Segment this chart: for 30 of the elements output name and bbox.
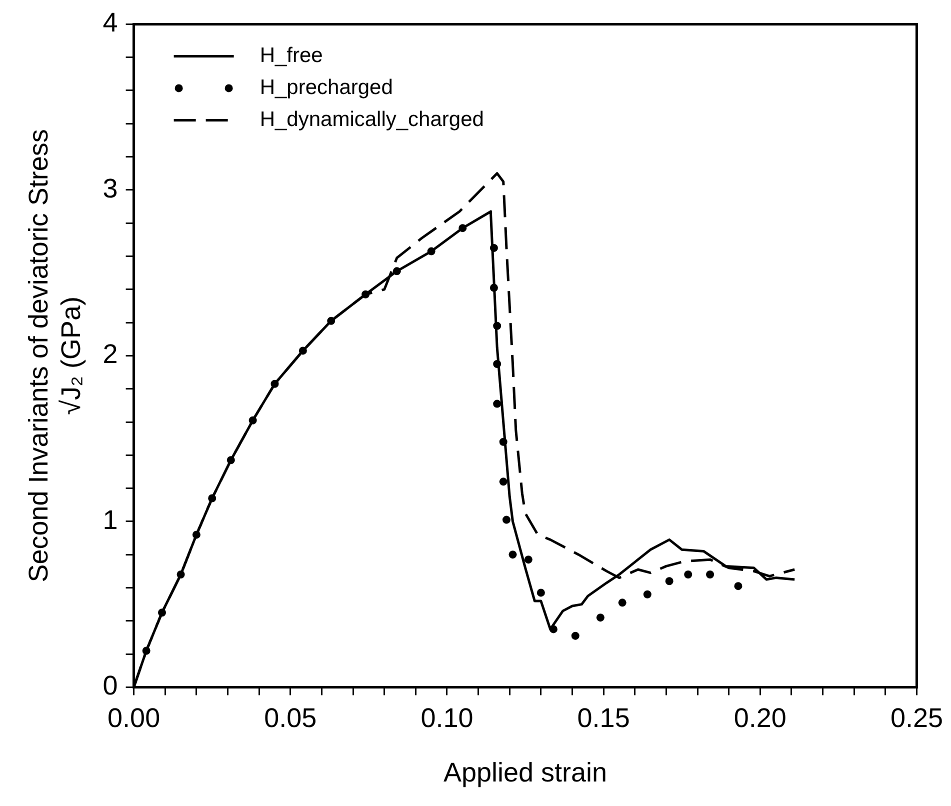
- point: [618, 598, 626, 607]
- y-axis-title: Second Invariants of deviatoric Stress √J₂ (GPa): [24, 129, 86, 582]
- legend-label: H_dynamically_charged: [260, 108, 484, 131]
- x-tick-label: 0.05: [264, 702, 317, 733]
- x-tick-label: 0.15: [577, 702, 630, 733]
- point: [684, 570, 692, 578]
- x-tick-label: 0.10: [420, 702, 474, 733]
- point: [706, 570, 714, 578]
- x-tick-label: 0.00: [108, 702, 160, 733]
- point: [508, 550, 517, 559]
- legend-label: H_precharged: [260, 76, 393, 99]
- x-axis-title: Applied strain: [443, 757, 608, 788]
- point: [734, 582, 742, 590]
- point: [499, 478, 508, 486]
- y-tick-label: 1: [102, 504, 118, 535]
- legend-label: H_free: [260, 44, 323, 67]
- y-tick-label: 3: [102, 173, 118, 204]
- point: [596, 614, 604, 622]
- x-tick-label: 0.20: [734, 702, 786, 733]
- point: [665, 577, 674, 586]
- y-tick-label: 2: [102, 339, 118, 370]
- point: [524, 556, 532, 564]
- point: [536, 588, 545, 597]
- point: [493, 400, 502, 408]
- y-tick-label: 4: [102, 8, 118, 38]
- x-tick-label: 0.25: [890, 702, 944, 733]
- y-tick-label: 0: [102, 670, 118, 701]
- point: [643, 590, 652, 598]
- point: [502, 516, 510, 524]
- point: [571, 632, 580, 640]
